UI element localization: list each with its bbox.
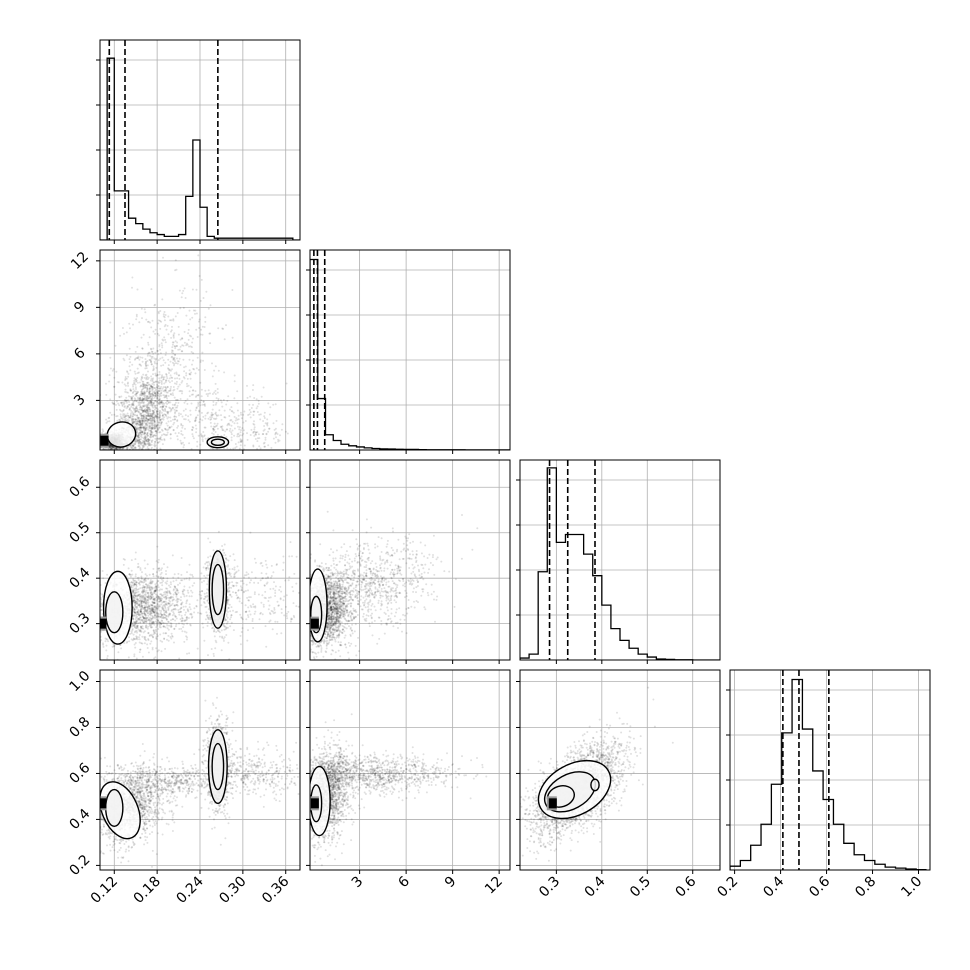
histogram-panel-3: 0.2 0.4 0.6 0.8 1.0 [714, 669, 931, 901]
x-tick-label: 0.12 [88, 874, 121, 907]
scatter-panel-2-3: 0.3 0.4 0.5 0.6 [516, 669, 721, 901]
y-tick-label: 0.4 [66, 565, 93, 592]
scatter-panel-0-1: 3 6 9 12 [68, 249, 301, 454]
density-peak-core [548, 798, 557, 809]
y-tick-label: 0.2 [66, 852, 93, 879]
x-tick-label: 0.2 [714, 874, 741, 901]
scatter-points [310, 510, 479, 660]
y-tick-label: 0.6 [66, 474, 93, 501]
x-tick-label: 12 [482, 874, 506, 898]
x-tick-label: 3 [349, 874, 367, 892]
density-peak-core [310, 618, 319, 629]
y-tick-label: 1.0 [66, 668, 93, 695]
scatter-points [100, 530, 300, 660]
x-tick-label: 0.30 [216, 874, 249, 907]
x-tick-label: 0.6 [672, 873, 699, 900]
panel-frame [99, 39, 301, 241]
panel-frame [99, 459, 301, 661]
panel-frame [99, 249, 301, 451]
scatter-panel-1-2 [306, 459, 511, 664]
density-peak-core [100, 798, 107, 809]
panel-frame [729, 669, 931, 871]
histogram-panel-2 [516, 459, 721, 664]
x-tick-label: 6 [395, 873, 413, 891]
contour-line [105, 591, 124, 634]
y-tick-label: 3 [71, 392, 89, 410]
y-tick-label: 12 [68, 249, 92, 273]
histogram-step [100, 57, 300, 240]
panel-frame [519, 459, 721, 661]
contour-group [100, 729, 228, 840]
contour-line [211, 563, 225, 616]
density-peak-core [100, 618, 107, 629]
x-tick-label: 0.4 [582, 873, 609, 900]
scatter-points [310, 713, 488, 867]
x-tick-label: 0.5 [627, 874, 654, 901]
contour-line [105, 788, 124, 828]
scatter-panel-0-3: 0.12 0.18 0.24 0.30 0.36 0.2 0.4 0.6 0.8 1.0 [66, 668, 301, 907]
x-tick-label: 0.24 [173, 873, 206, 906]
histogram-step [730, 678, 927, 870]
x-tick-label: 0.4 [760, 873, 787, 900]
x-tick-label: 0.3 [536, 874, 563, 901]
panel-frame [309, 669, 511, 871]
y-tick-label: 0.5 [66, 519, 93, 546]
scatter-panel-1-3: 3 6 9 12 [306, 669, 511, 898]
x-tick-label: 0.8 [852, 874, 879, 901]
x-tick-label: 1.0 [898, 874, 925, 901]
density-peak-core [100, 435, 109, 446]
x-tick-label: 0.6 [806, 873, 833, 900]
histogram-step [310, 258, 510, 450]
contour-group [100, 421, 230, 449]
contour-group [100, 550, 228, 645]
y-tick-label: 0.3 [66, 610, 93, 637]
contour-line [211, 742, 225, 791]
y-tick-label: 0.6 [66, 760, 93, 787]
y-tick-label: 9 [71, 299, 89, 317]
panel-frame [99, 669, 301, 871]
y-tick-label: 6 [71, 345, 89, 363]
scatter-panel-0-2: 0.3 0.4 0.5 0.6 [66, 459, 301, 664]
contour-group [310, 765, 331, 837]
contour-line [210, 438, 225, 447]
y-tick-label: 0.8 [66, 714, 93, 741]
contour-group [310, 568, 328, 643]
x-tick-label: 0.36 [259, 873, 292, 906]
y-tick-label: 0.4 [66, 806, 93, 833]
density-peak-core [310, 798, 319, 809]
contour-group [537, 759, 612, 820]
contour-line [590, 778, 600, 792]
x-tick-label: 0.18 [131, 874, 164, 907]
histogram-panel-1 [306, 249, 511, 454]
panel-frame [309, 249, 511, 451]
panel-frame [309, 459, 511, 661]
histogram-panel-0 [96, 39, 301, 244]
panel-frame [519, 669, 721, 871]
x-tick-label: 9 [442, 874, 460, 892]
